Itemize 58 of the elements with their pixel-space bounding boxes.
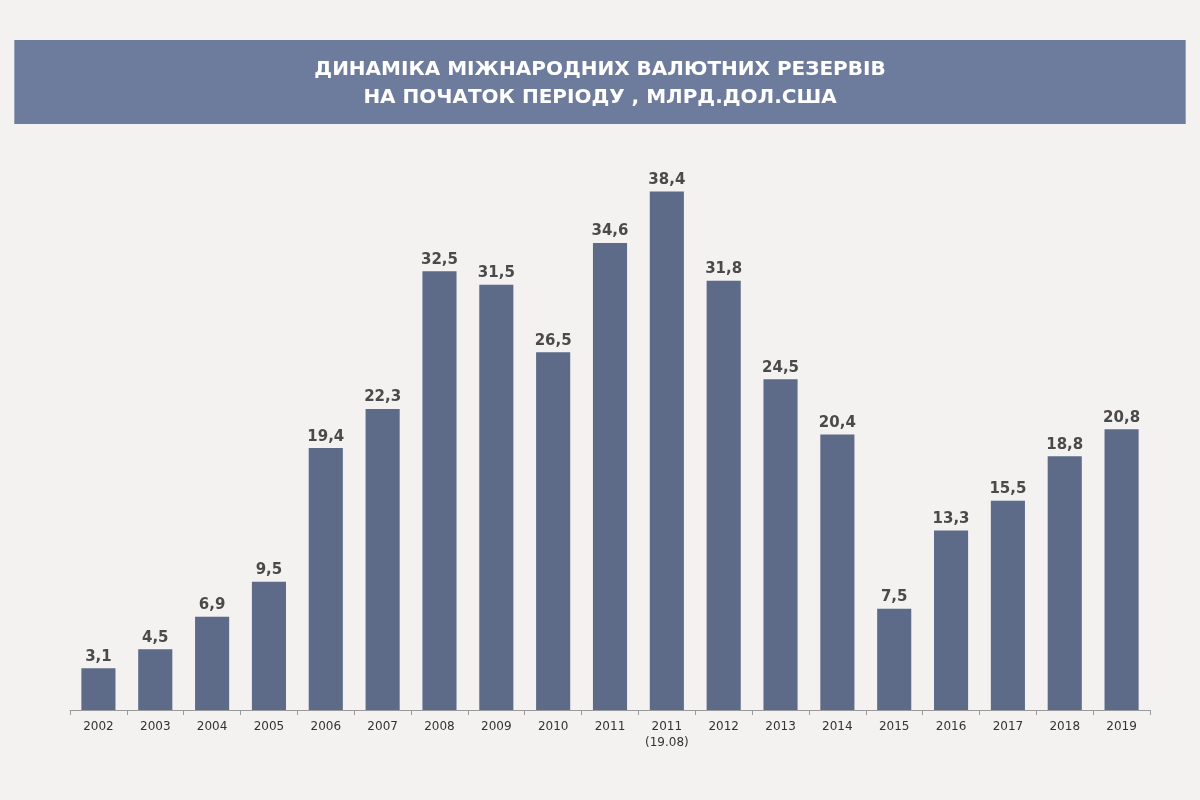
data-label: 9,5 <box>255 560 283 579</box>
x-tick-label: 2011 (19.08) <box>644 719 689 749</box>
data-label: 4,5 <box>141 627 169 646</box>
data-label: 24,5 <box>762 357 800 376</box>
x-tick-label: 2015 <box>878 719 910 733</box>
x-tick-label: 2014 <box>822 719 853 733</box>
bar <box>138 649 173 710</box>
data-label: 20,8 <box>1103 407 1141 426</box>
bar <box>479 284 514 710</box>
x-tick-label: 2002 <box>83 719 114 733</box>
data-label: 15,5 <box>989 479 1027 498</box>
data-label: 32,5 <box>420 249 458 268</box>
bar <box>81 668 116 710</box>
data-label: 20,4 <box>818 413 856 432</box>
x-tick-label: 2018 <box>1049 719 1081 733</box>
data-label: 34,6 <box>591 221 629 240</box>
bar <box>820 434 855 710</box>
bar <box>1047 456 1082 710</box>
bar <box>536 352 571 710</box>
data-label: 19,4 <box>307 426 345 445</box>
bar <box>308 448 343 710</box>
data-label: 31,5 <box>477 263 515 282</box>
bar <box>763 379 798 710</box>
x-tick-label: 2006 <box>310 719 342 733</box>
data-label: 6,9 <box>198 595 226 614</box>
bar <box>706 280 741 710</box>
data-label: 13,3 <box>932 508 970 527</box>
bar <box>1104 429 1139 710</box>
x-tick-label: 2007 <box>367 719 398 733</box>
x-tick-label: 2009 <box>481 719 512 733</box>
chart-title: ДИНАМІКА МІЖНАРОДНИХ ВАЛЮТНИХ РЕЗЕРВІВ НА ПОЧАТОК ПЕРІОДУ , МЛРД.ДОЛ.США <box>314 56 886 108</box>
x-tick-label: 2013 <box>765 719 796 733</box>
x-tick-label: 2016 <box>935 719 967 733</box>
bar <box>251 581 286 710</box>
data-label: 22,3 <box>364 387 402 406</box>
bar <box>195 616 230 710</box>
bar <box>365 408 400 710</box>
data-label: 26,5 <box>534 330 572 349</box>
x-tick-label: 2003 <box>139 719 171 733</box>
bar <box>990 500 1025 710</box>
x-tick-label: 2010 <box>537 719 569 733</box>
x-tick-label: 2011 <box>594 719 626 733</box>
x-tick-label: 2005 <box>253 719 285 733</box>
bar <box>877 608 912 710</box>
bar <box>649 191 684 710</box>
bar <box>592 242 628 710</box>
bar <box>934 530 969 710</box>
data-label: 18,8 <box>1046 434 1084 453</box>
x-tick-label: 2012 <box>708 719 739 733</box>
data-label: 3,1 <box>85 646 112 665</box>
x-tick-label: 2004 <box>196 719 228 733</box>
bar <box>422 271 457 710</box>
data-label: 38,4 <box>648 170 686 189</box>
x-tick-label: 2008 <box>424 719 455 733</box>
x-tick-label: 2017 <box>992 719 1024 733</box>
x-tick-label: 2019 <box>1106 719 1137 733</box>
data-label: 7,5 <box>880 587 908 606</box>
data-label: 31,8 <box>705 259 743 278</box>
